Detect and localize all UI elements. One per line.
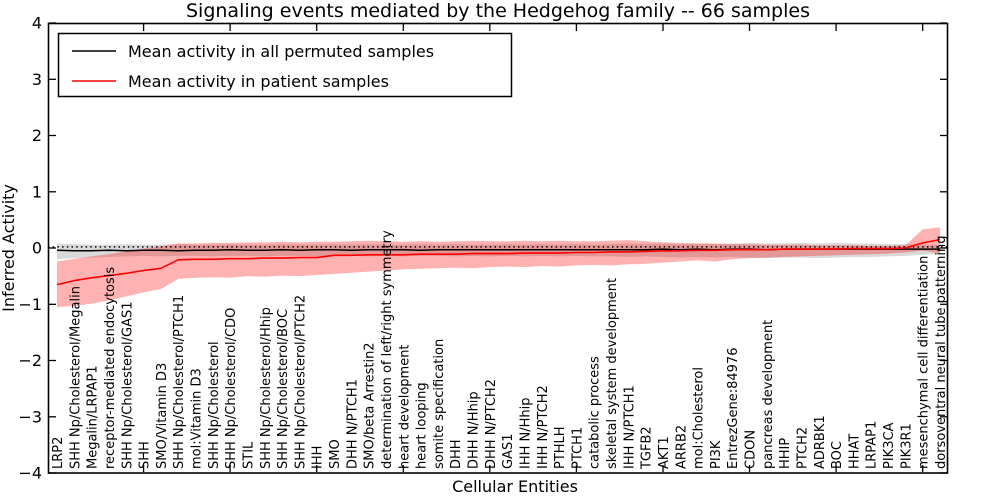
ticks-layer: −4 −3 −2 −1 0 1 2 3 4 [18,14,947,483]
x-category-label: SMO [328,439,343,469]
category-labels-layer: LRP2 SHH Np/Cholesterol/Megalin Megalin/LR… [51,230,949,470]
x-category-label: EntrezGene:84976 [726,348,741,469]
permuted-confidence-band [57,242,940,260]
patient-confidence-band [57,227,940,308]
x-category-label: mesenchymal cell differentiation [917,256,932,469]
x-category-label: PTHLH [553,426,568,469]
x-category-label: heart looping [415,382,430,469]
x-category-label: SMO/beta Arrestin2 [363,342,378,469]
x-category-label: somite specification [432,339,447,469]
x-category-label: Megalin/LRPAP1 [86,365,101,469]
x-category-label: LRPAP1 [865,421,880,469]
x-category-label: catabolic process [588,356,603,469]
x-category-label: SHH Np/Cholesterol/GAS1 [120,301,135,469]
plot-frame [47,22,949,474]
x-category-label: TGFB2 [640,426,655,470]
y-tick-label: 0 [32,239,42,258]
y-tick-label: −1 [18,295,42,314]
x-category-label: DHH N/PTCH2 [484,379,499,469]
x-category-label: ARRB2 [674,425,689,469]
x-category-label: SHH Np/Cholesterol/CDO [224,308,239,469]
x-category-label: HHIP [778,438,793,469]
x-category-label: determination of left/right symmetry [380,230,395,469]
x-category-label: dorsoventral neural tube patterning [934,236,949,469]
y-tick-label: 2 [32,126,42,145]
x-category-label: PTCH1 [570,427,585,469]
x-category-label: BOC [830,441,845,469]
y-tick-label: 4 [32,14,42,33]
x-category-label: SHH Np/Cholesterol/BOC [276,309,291,469]
x-category-label: heart development [397,344,412,469]
confidence-bands-layer [57,227,940,308]
chart-title: Signaling events mediated by the Hedgeho… [186,0,810,22]
y-tick-label: −4 [18,464,42,483]
x-category-label: SHH Np/Cholesterol/PTCH2 [293,295,308,469]
x-category-label: SHH Np/Cholesterol/Megalin [68,286,83,469]
x-category-label: HHAT [847,434,862,469]
x-category-label: DHH N/Hhip [467,391,482,469]
legend-box [57,32,513,98]
x-category-label: PIK3CA [882,422,897,469]
x-category-label: IHH [311,446,326,469]
x-category-label: IHH N/PTCH2 [536,385,551,469]
x-category-label: DHH [449,439,464,469]
x-category-label: PI3K [709,440,724,469]
x-category-label: pancreas development [761,320,776,469]
x-category-label: mol:Vitamin D3 [190,368,205,469]
x-category-label: LRP2 [51,437,66,469]
x-category-label: PTCH2 [796,427,811,469]
y-tick-label: 1 [32,182,42,201]
legend-permuted-label: Mean activity in all permuted samples [128,42,434,61]
patient-mean-line [56,238,941,286]
x-category-label: IHH N/PTCH1 [622,385,637,469]
x-category-label: SHH Np/Cholesterol/PTCH1 [172,295,187,469]
x-category-label: mol:Cholesterol [692,367,707,469]
y-tick-label: 3 [32,70,42,89]
x-category-label: SHH [138,441,153,469]
x-category-label: STIL [242,441,257,469]
legend-patient-label: Mean activity in patient samples [128,72,389,91]
y-axis-label: Inferred Activity [0,184,18,312]
x-category-label: SHH Np/Cholesterol/Hhip [259,307,274,469]
x-category-label: AKT1 [657,436,672,469]
mean-lines-layer [48,238,948,286]
y-tick-label: −3 [18,407,42,426]
x-category-label: ADRBK1 [813,415,828,469]
legend: Mean activity in all permuted samples Me… [57,32,513,98]
y-tick-label: −2 [18,351,42,370]
x-category-label: DHH N/PTCH1 [345,379,360,469]
x-category-label: PIK3R1 [899,423,914,469]
x-category-label: SMO/Vitamin D3 [155,363,170,469]
x-category-label: skeletal system development [605,278,620,469]
x-category-label: SHH Np/Cholesterol [207,341,222,469]
x-category-label: GAS1 [501,434,516,470]
x-category-label: CDON [744,430,759,469]
x-category-label: IHH N/Hhip [519,398,534,470]
x-category-label: receptor-mediated endocytosis [103,267,118,469]
x-axis-label: Cellular Entities [452,477,578,496]
